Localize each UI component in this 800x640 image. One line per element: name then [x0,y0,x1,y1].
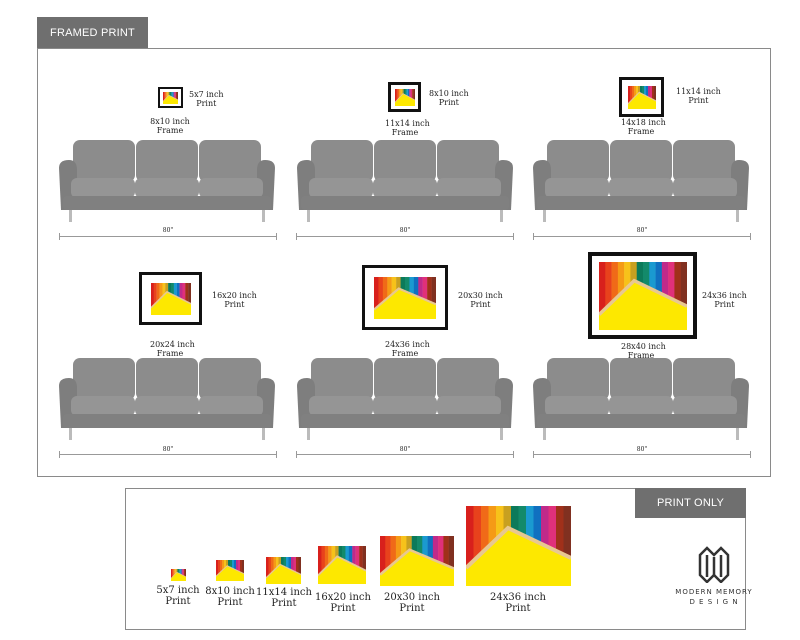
width-label: 80" [399,446,411,453]
sofa [531,138,751,224]
frame-size-label: 28x40 inch Frame [621,342,666,360]
frame-size-label: 11x14 inch Frame [385,119,430,137]
sofa [531,356,751,442]
frame-11x14 [388,82,421,112]
sofa [295,138,515,224]
print-size-label: 16x20 inch Print [212,291,257,309]
print-only-tab: PRINT ONLY [635,488,746,518]
width-dimension-line [296,451,514,458]
print-24x36 [466,506,571,586]
sofa [57,138,277,224]
print-11x14 [266,557,301,584]
width-label: 80" [636,446,648,453]
sofa [295,356,515,442]
pencil-art [627,85,656,109]
pencil-art [163,91,178,104]
print-20x30 [380,536,454,586]
print-8x10 [216,560,244,581]
sofa [57,356,277,442]
print-only-panel [125,488,746,630]
pencil-art [374,276,436,319]
frame-20x24 [139,272,202,325]
frame-size-label: 14x18 inch Frame [621,118,666,136]
pencil-art [598,261,687,330]
print-size-label: 16x20 inch Print [315,592,371,614]
frame-28x40 [588,252,697,339]
print-size-label: 5x7 inch Print [189,90,224,108]
print-size-label: 20x30 inch Print [384,592,440,614]
width-dimension-line [533,451,751,458]
width-label: 80" [636,227,648,234]
width-dimension-line [59,451,277,458]
width-label: 80" [162,227,174,234]
print-size-label: 5x7 inch Print [156,585,200,607]
width-dimension-line [533,233,751,240]
framed-print-panel [37,48,771,477]
frame-24x36 [362,265,448,330]
frame-8x10 [158,87,183,108]
print-5x7 [171,569,186,581]
print-size-label: 8x10 inch Print [429,89,469,107]
print-size-label: 24x36 inch Print [702,291,747,309]
print-size-label: 11x14 inch Print [256,587,312,609]
width-dimension-line [296,233,514,240]
framed-print-tab: FRAMED PRINT [37,17,148,48]
print-16x20 [318,546,366,584]
print-size-label: 24x36 inch Print [490,592,546,614]
frame-14x18 [619,77,664,117]
width-dimension-line [59,233,277,240]
width-label: 80" [399,227,411,234]
print-size-label: 8x10 inch Print [205,586,255,608]
brand-logo-icon [698,546,730,583]
brand-name: MODERN MEMORY [675,588,753,596]
frame-size-label: 8x10 inch Frame [150,117,190,135]
width-label: 80" [162,446,174,453]
frame-size-label: 24x36 inch Frame [385,340,430,358]
pencil-art [150,282,191,315]
print-size-label: 11x14 inch Print [676,87,721,105]
print-size-label: 20x30 inch Print [458,291,503,309]
frame-size-label: 20x24 inch Frame [150,340,195,358]
brand-tagline: D E S I G N [689,598,739,606]
pencil-art [394,88,415,106]
